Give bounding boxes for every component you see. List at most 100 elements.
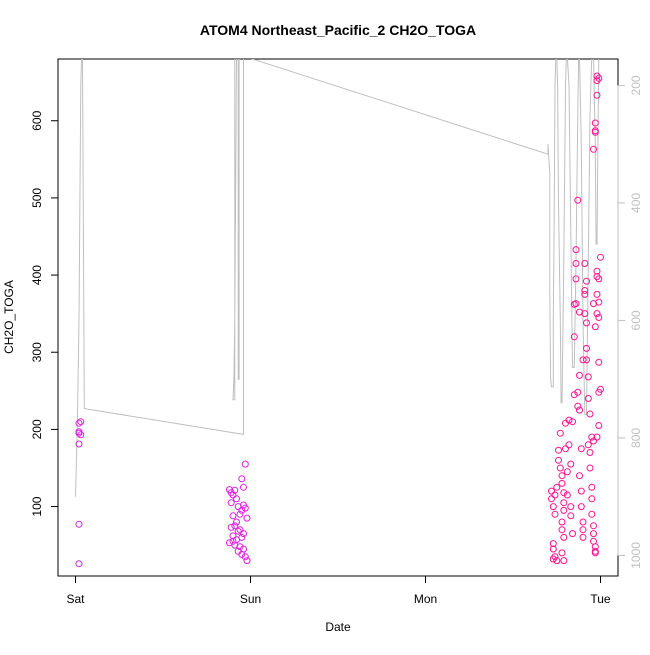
data-point — [583, 319, 590, 327]
data-point — [588, 483, 596, 491]
data-point — [572, 260, 580, 267]
data-point — [233, 518, 240, 526]
data-point — [558, 549, 566, 557]
data-point — [590, 530, 597, 538]
data-point — [588, 433, 596, 441]
data-point — [563, 491, 571, 499]
data-point — [229, 532, 237, 540]
x-axis: Sat Sun Mon Tue — [66, 575, 611, 606]
y-right-tick-label: 600 — [629, 310, 643, 330]
data-point — [233, 495, 240, 503]
data-point — [590, 300, 597, 308]
data-point — [577, 487, 585, 495]
data-point — [581, 260, 589, 267]
y-axis-label: CH2O_TOGA — [2, 280, 16, 354]
data-point — [579, 526, 587, 534]
data-point — [581, 290, 589, 298]
data-point — [558, 472, 566, 480]
y-right-tick-label: 800 — [629, 428, 643, 448]
data-point — [588, 510, 596, 518]
data-point — [241, 553, 249, 561]
data-point — [572, 300, 580, 308]
data-point — [593, 273, 601, 281]
data-point — [593, 310, 601, 318]
chart-title: ATOM4 Northeast_Pacific_2 CH2O_TOGA — [200, 22, 476, 38]
data-point — [577, 503, 585, 511]
data-point — [593, 290, 601, 298]
data-point — [570, 391, 578, 399]
data-point — [555, 456, 562, 464]
data-point — [591, 323, 599, 331]
data-point — [227, 523, 235, 531]
data-point — [590, 145, 597, 153]
data-point — [572, 246, 580, 254]
data-point — [558, 518, 566, 526]
data-point — [551, 510, 559, 518]
data-point — [558, 526, 566, 534]
data-point — [593, 267, 601, 275]
data-point — [593, 77, 601, 85]
data-point — [240, 483, 247, 491]
data-point — [75, 429, 83, 437]
data-point — [560, 506, 568, 514]
data-point — [586, 449, 594, 456]
data-point — [579, 356, 587, 364]
data-point — [243, 514, 251, 522]
y-right-tick-label: 1000 — [629, 542, 643, 569]
data-point — [236, 526, 244, 534]
data-point — [574, 402, 582, 410]
data-point — [549, 503, 557, 511]
data-point — [556, 429, 564, 437]
data-point — [586, 464, 594, 472]
y-axis-left: 100 200 300 400 500 600 — [30, 110, 59, 517]
y-left-tick-label: 500 — [30, 188, 44, 208]
data-point — [551, 491, 559, 499]
data-point — [576, 308, 583, 316]
y-right-tick-label: 400 — [629, 193, 643, 213]
data-point — [563, 468, 571, 476]
data-point — [229, 537, 237, 545]
data-point — [591, 549, 599, 557]
y-axis-right: 200 400 600 800 1000 — [617, 75, 643, 569]
data-point — [584, 373, 592, 381]
data-point — [556, 464, 564, 472]
y-left-tick-label: 600 — [30, 110, 44, 130]
data-point — [77, 418, 85, 426]
pressure-series-line — [75, 59, 600, 497]
plot-frame — [57, 58, 619, 577]
data-point — [549, 555, 557, 563]
data-point — [229, 512, 237, 520]
y-left-tick-label: 100 — [30, 496, 44, 516]
data-point — [581, 287, 589, 294]
x-tick-label: Mon — [414, 592, 437, 606]
data-point — [75, 560, 83, 568]
data-point — [553, 557, 561, 565]
x-tick-label: Sun — [240, 592, 261, 606]
data-point — [229, 491, 237, 499]
data-point — [243, 557, 251, 565]
data-point — [231, 522, 239, 530]
data-point — [576, 371, 583, 379]
data-point — [576, 472, 583, 480]
data-point — [595, 275, 603, 283]
y-left-tick-label: 200 — [30, 419, 44, 439]
data-point — [238, 550, 246, 558]
data-point — [593, 91, 601, 99]
data-point — [591, 127, 599, 135]
data-point — [238, 475, 246, 483]
data-point — [77, 431, 85, 439]
data-point — [234, 527, 242, 535]
data-point — [593, 433, 601, 441]
data-point — [560, 533, 568, 541]
data-point — [227, 499, 235, 507]
data-point — [576, 406, 583, 414]
data-point — [555, 446, 562, 454]
x-axis-label: Date — [325, 620, 351, 634]
data-point — [236, 510, 244, 518]
y-left-tick-label: 400 — [30, 265, 44, 285]
data-point — [567, 460, 575, 468]
data-point — [549, 540, 557, 548]
data-point — [595, 388, 603, 396]
data-point — [548, 487, 555, 495]
data-point — [567, 503, 575, 511]
